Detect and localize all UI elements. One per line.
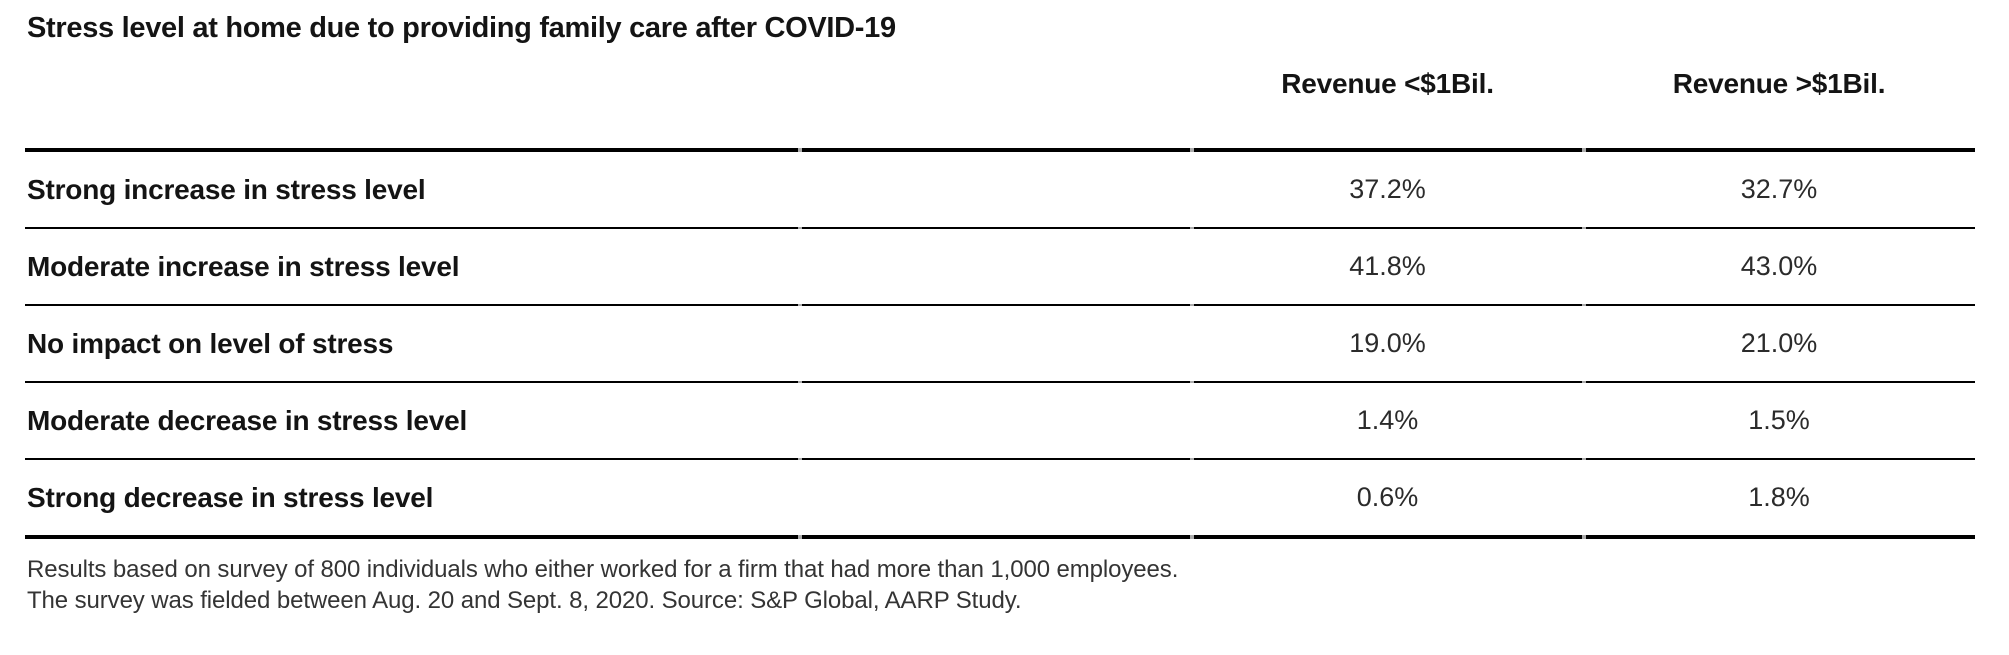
table-header-row: Revenue <$1Bil. Revenue >$1Bil. (25, 60, 1975, 148)
row-label: Moderate increase in stress level (27, 250, 460, 282)
table-row: Strong decrease in stress level 0.6% 1.8… (25, 460, 1975, 535)
value-cell: 1.5% (1748, 405, 1810, 435)
value-cell: 41.8% (1349, 251, 1426, 281)
row-divider (25, 227, 1975, 229)
column-header-revenue-over-1bil: Revenue >$1Bil. (1672, 68, 1886, 99)
row-divider (25, 458, 1975, 460)
row-label: Strong decrease in stress level (27, 481, 434, 513)
row-label: Strong increase in stress level (27, 173, 426, 205)
table-row: Moderate increase in stress level 41.8% … (25, 229, 1975, 304)
data-table: Revenue <$1Bil. Revenue >$1Bil. Strong i… (25, 60, 1975, 539)
value-cell: 21.0% (1740, 328, 1818, 358)
value-cell: 43.0% (1740, 251, 1818, 281)
row-divider (25, 304, 1975, 306)
table-top-rule (25, 148, 1975, 152)
row-label: No impact on level of stress (27, 327, 394, 359)
column-header-revenue-under-1bil: Revenue <$1Bil. (1281, 68, 1494, 99)
value-cell: 19.0% (1349, 328, 1426, 358)
value-cell: 1.8% (1748, 482, 1810, 512)
value-cell: 1.4% (1356, 405, 1419, 435)
value-cell: 0.6% (1356, 482, 1419, 512)
chart-title: Stress level at home due to providing fa… (27, 12, 896, 44)
note-line-2: The survey was fielded between Aug. 20 a… (27, 587, 1022, 614)
row-label: Moderate decrease in stress level (27, 404, 468, 436)
source-note: Results based on survey of 800 individua… (27, 554, 1178, 616)
value-cell: 37.2% (1349, 174, 1426, 204)
note-line-1: Results based on survey of 800 individua… (27, 556, 1179, 583)
table-bottom-rule (25, 535, 1975, 539)
value-cell: 32.7% (1740, 174, 1818, 204)
table-row: Moderate decrease in stress level 1.4% 1… (25, 383, 1975, 458)
table-row: Strong increase in stress level 37.2% 32… (25, 152, 1975, 227)
table-row: No impact on level of stress 19.0% 21.0% (25, 306, 1975, 381)
row-divider (25, 381, 1975, 383)
